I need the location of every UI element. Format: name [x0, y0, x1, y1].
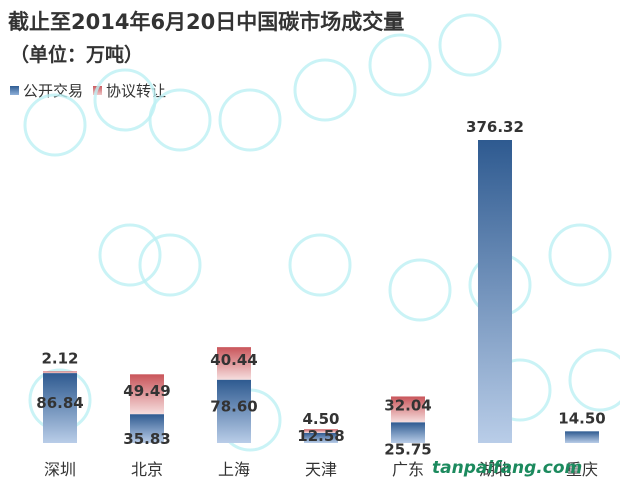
labels-layer: 深圳 86.84 2.12 北京 35.83 49.49 上海 78.60 40.44 天津 12.… — [36, 118, 605, 479]
data-label-agreement: 49.49 — [123, 382, 170, 400]
data-label-exchange: 376.32 — [466, 118, 524, 136]
bar-exchange — [565, 431, 599, 443]
bar-agreement — [217, 347, 251, 380]
legend-swatch-exchange — [10, 86, 19, 95]
watermark-circle — [438, 13, 502, 77]
bar-exchange — [217, 379, 251, 443]
bar-exchange — [43, 373, 77, 443]
watermark-circle — [23, 93, 87, 157]
legend-label-exchange: 公开交易 — [23, 82, 84, 100]
watermark-circle — [388, 258, 452, 322]
data-label-exchange: 35.83 — [123, 430, 170, 448]
category-label: 深圳 — [44, 460, 76, 479]
watermark-circle — [548, 223, 612, 287]
watermark-circle — [138, 233, 202, 297]
bars-layer — [43, 140, 599, 443]
watermark-circle — [288, 233, 352, 297]
watermark-circle — [98, 223, 162, 287]
watermark-circle — [293, 58, 357, 122]
bar-exchange — [130, 414, 164, 443]
category-label: 上海 — [218, 460, 250, 479]
data-label-agreement: 32.04 — [384, 397, 431, 415]
watermark-circle — [368, 33, 432, 97]
chart-subtitle: （单位：万吨） — [10, 44, 144, 66]
bar-exchange — [478, 140, 512, 443]
data-label-exchange: 12.58 — [297, 427, 344, 445]
category-label: 北京 — [131, 460, 163, 479]
chart-title: 截止至2014年6月20日中国碳市场成交量 — [8, 10, 405, 34]
watermark-circle — [568, 348, 620, 412]
watermark-circle — [148, 88, 212, 152]
bar-agreement — [391, 396, 425, 423]
data-label-agreement: 40.44 — [210, 351, 257, 369]
bar-agreement — [304, 429, 338, 433]
category-label: 重庆 — [566, 460, 598, 479]
data-label-exchange: 25.75 — [384, 440, 431, 458]
category-label: 天津 — [305, 460, 337, 479]
data-label-exchange: 78.60 — [210, 397, 257, 415]
watermark-circle — [218, 88, 282, 152]
bar-agreement — [130, 374, 164, 415]
watermark-text: tanpaifang.com — [432, 458, 583, 478]
legend-item-exchange: 公开交易 — [10, 80, 83, 101]
data-label-exchange: 86.84 — [36, 394, 83, 412]
bar-exchange — [391, 422, 425, 443]
watermark-layer — [23, 13, 620, 452]
bar-agreement — [43, 371, 77, 374]
category-label: 广东 — [392, 460, 424, 479]
category-label: 湖北 — [479, 460, 511, 479]
bar-exchange — [304, 432, 338, 443]
data-label-agreement: 4.50 — [302, 410, 339, 428]
watermark-circle — [93, 68, 157, 132]
data-label-agreement: 2.12 — [41, 349, 78, 367]
data-label-exchange: 14.50 — [558, 409, 605, 427]
